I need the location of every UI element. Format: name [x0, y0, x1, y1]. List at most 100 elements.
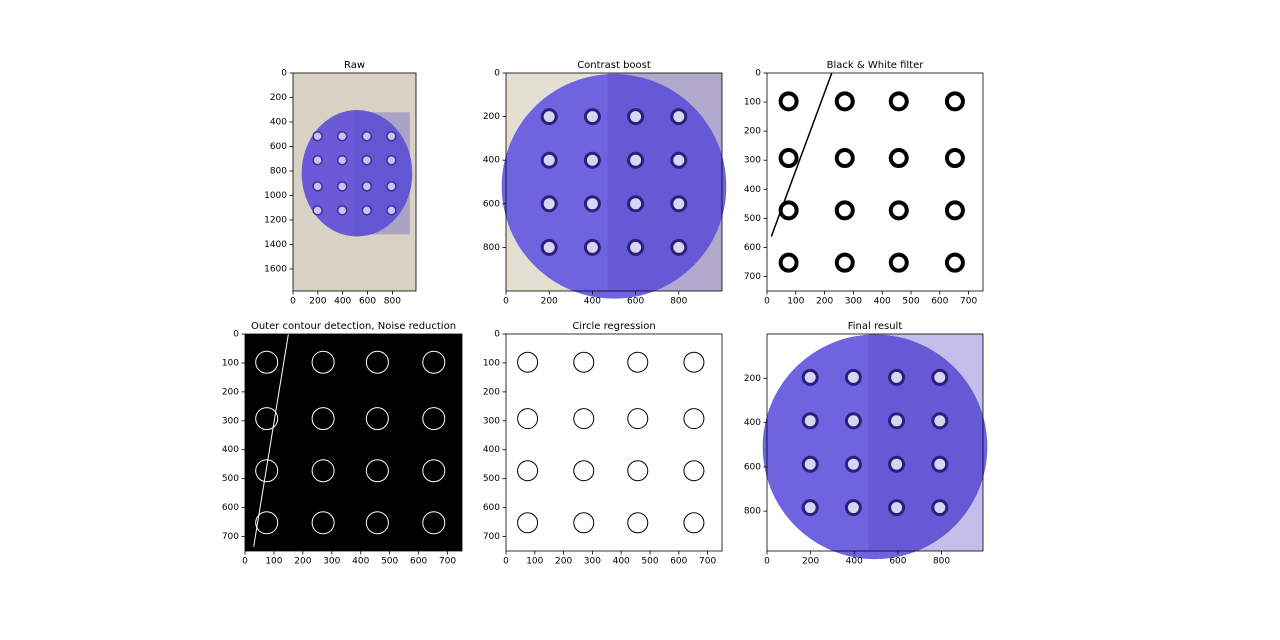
axes-frame	[766, 72, 984, 292]
well	[931, 412, 949, 430]
axes-frame	[505, 72, 723, 292]
contour	[365, 459, 389, 483]
x-tick-label: 200	[541, 297, 558, 307]
x-tick-label: 800	[670, 297, 687, 307]
well	[583, 238, 601, 256]
x-tick-label: 500	[641, 557, 658, 567]
ring	[888, 252, 909, 273]
y-tick-label: 200	[270, 93, 287, 103]
x-tick-label: 600	[410, 557, 427, 567]
ring	[834, 252, 855, 273]
x-tick-label: 0	[290, 297, 296, 307]
streak	[253, 333, 289, 547]
contour	[311, 407, 335, 431]
y-tick-label: 700	[222, 532, 239, 542]
panel: Circle regression 0 100 200 300 400 500 600 700 0…	[483, 321, 723, 567]
panel-title: Circle regression	[572, 321, 655, 332]
contour	[255, 459, 279, 483]
well	[627, 108, 645, 126]
well	[627, 151, 645, 169]
x-tick-label: 200	[555, 557, 572, 567]
ring	[944, 200, 965, 221]
contour	[365, 350, 389, 374]
x-tick-label: 200	[802, 557, 819, 567]
x-tick-label: 700	[699, 557, 716, 567]
well	[361, 154, 373, 166]
x-tick-label: 0	[503, 297, 509, 307]
y-tick-label: 600	[222, 503, 239, 513]
y-tick-label: 700	[744, 272, 761, 282]
well	[540, 151, 558, 169]
contour	[422, 407, 446, 431]
y-tick-label: 100	[222, 358, 239, 368]
y-tick-label: 300	[222, 416, 239, 426]
well	[336, 154, 348, 166]
y-tick-label: 200	[222, 387, 239, 397]
x-tick-label: 0	[764, 557, 770, 567]
contour	[255, 407, 279, 431]
panel-title: Final result	[848, 321, 903, 332]
y-tick-label: 600	[744, 462, 761, 472]
y-tick-label: 700	[483, 532, 500, 542]
image-background	[245, 334, 462, 551]
y-tick-label: 0	[233, 330, 239, 340]
y-tick-label: 400	[270, 117, 287, 127]
y-tick-label: 800	[270, 166, 287, 176]
y-tick-label: 100	[744, 98, 761, 108]
well	[312, 205, 323, 216]
x-tick-label: 500	[902, 297, 919, 307]
contour	[365, 407, 389, 431]
y-tick-label: 1400	[264, 240, 287, 250]
fitted-circle	[683, 512, 705, 534]
contour	[311, 350, 335, 374]
plate	[762, 334, 988, 560]
plate	[301, 110, 413, 237]
y-tick-label: 300	[744, 156, 761, 166]
y-tick-label: 500	[744, 214, 761, 224]
well	[312, 130, 323, 142]
plate-shade	[354, 112, 410, 235]
well	[844, 455, 862, 473]
ring	[888, 91, 909, 112]
x-tick-label: 0	[242, 557, 248, 567]
well	[844, 499, 862, 517]
fitted-circle	[573, 512, 595, 534]
well	[931, 368, 949, 386]
contour	[311, 511, 335, 535]
well	[386, 205, 397, 216]
y-tick-label: 100	[483, 358, 500, 368]
well	[386, 154, 397, 166]
well	[336, 130, 348, 142]
x-tick-label: 600	[359, 297, 376, 307]
x-tick-label: 800	[933, 557, 950, 567]
axes-frame	[505, 333, 723, 552]
contour	[255, 511, 279, 535]
well	[540, 195, 558, 213]
well	[312, 181, 323, 192]
x-tick-label: 300	[584, 557, 601, 567]
y-tick-label: 400	[744, 185, 761, 195]
x-tick-label: 0	[503, 557, 509, 567]
y-tick-label: 600	[270, 142, 287, 152]
image-background	[506, 334, 722, 551]
well	[670, 151, 688, 169]
fitted-circle	[627, 408, 649, 430]
fitted-circle	[517, 512, 539, 534]
fitted-circle	[627, 512, 649, 534]
fitted-circle	[683, 408, 705, 430]
y-tick-label: 300	[483, 416, 500, 426]
y-tick-label: 400	[222, 445, 239, 455]
fitted-circle	[517, 460, 539, 482]
well	[801, 499, 819, 517]
ring	[944, 252, 965, 273]
plate-shade	[868, 334, 983, 551]
well	[931, 455, 949, 473]
y-tick-label: 800	[483, 243, 500, 253]
y-tick-label: 200	[744, 127, 761, 137]
well	[583, 151, 601, 169]
well	[386, 181, 397, 192]
x-tick-label: 400	[613, 557, 630, 567]
y-tick-label: 400	[483, 156, 500, 166]
ring	[834, 91, 855, 112]
